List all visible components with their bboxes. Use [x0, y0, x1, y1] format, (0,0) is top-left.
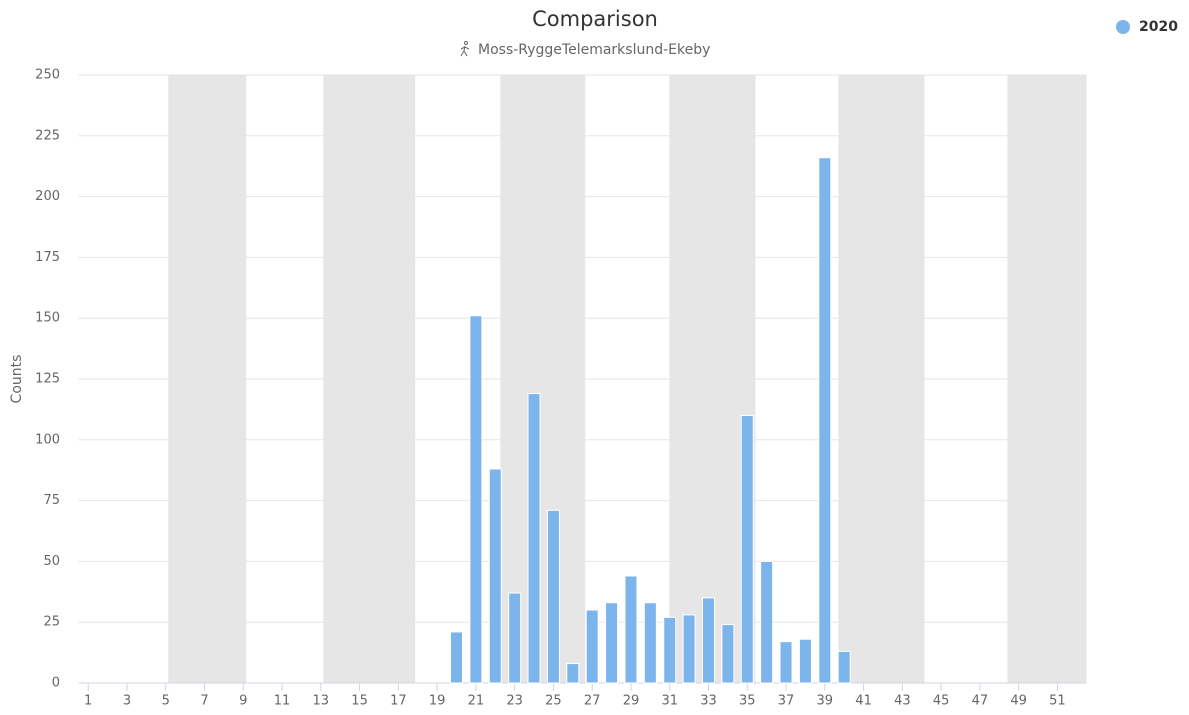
- bar: [682, 614, 696, 684]
- y-tick-label: 100: [35, 432, 60, 447]
- bar: [663, 616, 677, 684]
- x-tick-label: 33: [700, 694, 717, 709]
- bar: [798, 638, 812, 684]
- x-tick-label: 19: [429, 694, 446, 709]
- y-tick-label: 200: [35, 189, 60, 204]
- y-tick-label: 175: [35, 250, 60, 265]
- x-tick-label: 39: [817, 694, 834, 709]
- bar: [740, 414, 754, 684]
- bar: [643, 602, 657, 684]
- x-tick-label: 51: [1049, 694, 1066, 709]
- x-tick-label: 11: [274, 694, 291, 709]
- bar: [837, 650, 851, 684]
- x-tick-label: 9: [239, 694, 247, 709]
- x-tick-label: 31: [661, 694, 678, 709]
- x-tick-label: 43: [894, 694, 911, 709]
- x-tick-label: 7: [200, 694, 208, 709]
- y-tick-label: 125: [35, 372, 60, 387]
- x-tick-label: 23: [506, 694, 523, 709]
- chart-subtitle: Moss-RyggeTelemarkslund-Ekeby: [478, 42, 710, 58]
- y-tick-label: 250: [35, 68, 60, 83]
- y-tick-label: 75: [43, 493, 60, 508]
- x-tick-label: 41: [855, 694, 872, 709]
- y-tick-label: 225: [35, 128, 60, 143]
- bar: [450, 631, 463, 684]
- bar: [605, 602, 619, 684]
- x-tick-label: 5: [162, 694, 170, 709]
- bar: [566, 663, 580, 684]
- x-tick-label: 37: [778, 694, 795, 709]
- bar: [469, 315, 483, 684]
- x-tick-label: 45: [933, 694, 950, 709]
- bar: [585, 609, 599, 684]
- bar: [760, 560, 774, 684]
- x-tick-label: 49: [1010, 694, 1027, 709]
- y-axis-label: Counts: [9, 355, 25, 404]
- x-tick-label: 25: [545, 694, 562, 709]
- x-tick-label: 27: [584, 694, 601, 709]
- bar: [508, 592, 522, 684]
- x-tick-label: 13: [313, 694, 330, 709]
- x-tick-label: 17: [390, 694, 407, 709]
- x-tick-label: 47: [972, 694, 989, 709]
- bar: [488, 468, 502, 684]
- y-tick-label: 50: [43, 554, 60, 569]
- bar: [546, 509, 560, 684]
- y-tick-label: 150: [35, 311, 60, 326]
- legend-label: 2020: [1139, 19, 1178, 35]
- bar: [624, 575, 638, 684]
- bar: [818, 157, 832, 684]
- bar: [702, 597, 715, 684]
- bar: [527, 393, 541, 684]
- bar: [721, 624, 735, 684]
- y-tick-label: 25: [43, 615, 60, 630]
- y-tick-label: 0: [52, 676, 60, 691]
- x-tick-label: 3: [123, 694, 131, 709]
- x-tick-label: 15: [351, 694, 368, 709]
- bar: [779, 641, 793, 684]
- chart-title: Comparison: [532, 7, 658, 31]
- x-tick-label: 21: [468, 694, 485, 709]
- x-tick-label: 29: [623, 694, 640, 709]
- x-tick-label: 1: [84, 694, 92, 709]
- legend-marker: [1116, 20, 1130, 34]
- x-tick-label: 35: [739, 694, 756, 709]
- walker-icon: [460, 41, 470, 57]
